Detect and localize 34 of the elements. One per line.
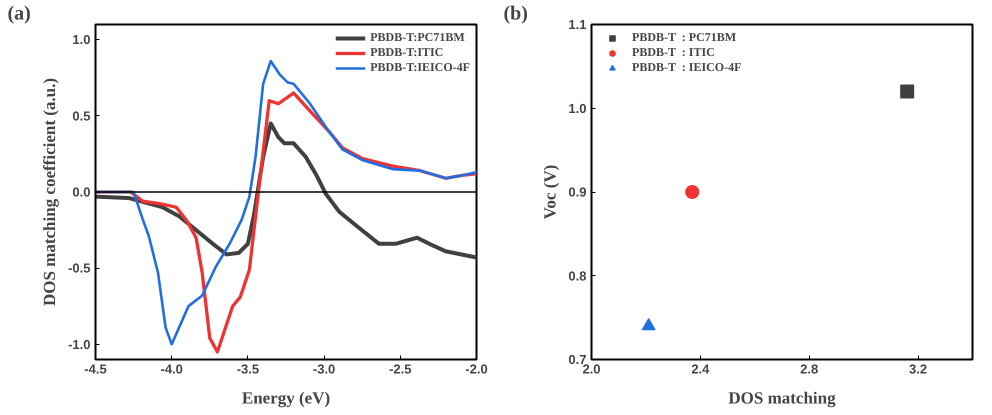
y-tick-label: -1.0 — [68, 336, 91, 352]
legend-label: PBDB-T:ITIC — [370, 45, 444, 60]
y-tick-label: 0.8 — [568, 268, 587, 284]
y-tick-label: 0.0 — [72, 184, 91, 200]
y-tick-label: 1.0 — [72, 32, 91, 48]
x-tick-label: -2.5 — [389, 362, 412, 376]
y-tick-label: -0.5 — [68, 260, 91, 276]
point — [900, 84, 914, 98]
x-tick-label: 2.0 — [582, 362, 601, 376]
x-tick-label: -3.0 — [312, 362, 336, 376]
point — [642, 318, 656, 330]
legend-label: PBDB-T : PC71BM — [632, 30, 736, 45]
text: (b) — [504, 2, 528, 24]
x-tick-label: -4.5 — [84, 362, 107, 376]
point — [685, 185, 700, 199]
y-tick-label: 1.0 — [568, 100, 587, 116]
legend-label: PBDB-T:IEICO-4F — [370, 60, 470, 75]
y-tick-label: 0.9 — [568, 184, 587, 200]
text: (a) — [8, 2, 31, 24]
x-axis-title: Energy (eV) — [242, 388, 330, 408]
x-tick-label: 2.8 — [800, 362, 818, 376]
y-tick-label: 0.5 — [72, 108, 91, 124]
y-axis-title: DOS matching coefficient (a.u.) — [40, 78, 60, 306]
x-tick-label: -3.5 — [236, 362, 260, 376]
x-tick-label: -4.0 — [160, 362, 183, 376]
x-tick-label: 2.4 — [691, 362, 710, 376]
y-tick-label: 1.1 — [568, 17, 587, 32]
legend-label: PBDB-T:PC71BM — [370, 30, 465, 45]
y-axis-title: Voc (V) — [540, 164, 560, 220]
x-tick-label: -2.0 — [465, 362, 488, 376]
x-axis-title: DOS matching — [728, 388, 836, 408]
legend-label: PBDB-T : ITIC — [632, 45, 715, 60]
legend-label: PBDB-T : IEICO-4F — [632, 60, 742, 75]
x-tick-label: 3.2 — [909, 362, 928, 376]
